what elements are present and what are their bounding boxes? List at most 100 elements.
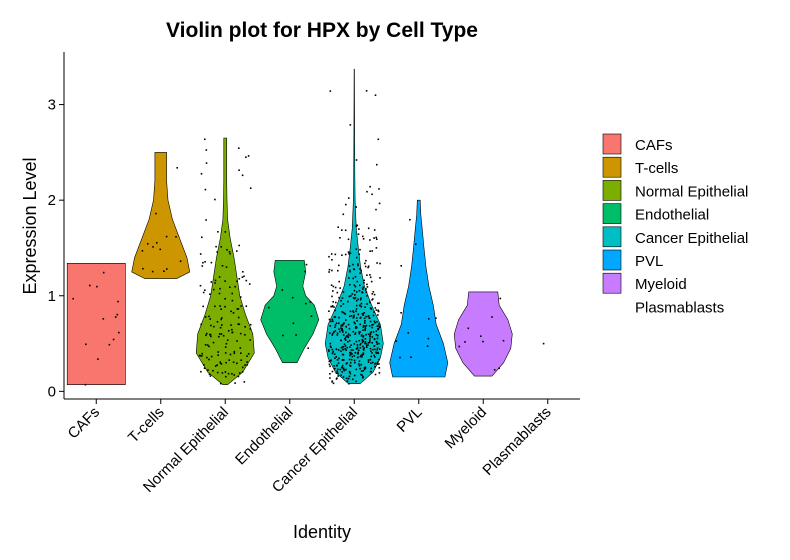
data-point [399, 356, 401, 359]
data-point [373, 237, 375, 239]
data-point [370, 331, 373, 333]
legend-label: CAFs [635, 137, 673, 154]
data-point [378, 358, 380, 361]
data-point [236, 250, 238, 252]
data-point [345, 336, 347, 339]
data-point [373, 345, 375, 347]
data-point [376, 163, 378, 166]
data-point [362, 340, 365, 343]
data-point [334, 316, 337, 318]
data-point [165, 235, 168, 238]
x-tick-label: T-cells [125, 404, 168, 447]
data-point [353, 359, 356, 362]
data-point [353, 268, 356, 271]
data-point [155, 212, 157, 215]
data-point [220, 318, 222, 321]
data-point [369, 185, 371, 188]
data-point [232, 312, 235, 314]
data-point [281, 289, 284, 291]
data-point [159, 248, 161, 251]
data-point [360, 302, 363, 305]
data-point [334, 324, 337, 326]
data-point [208, 345, 210, 348]
data-point [218, 276, 221, 278]
data-point [378, 302, 380, 304]
y-tick-label: 3 [48, 97, 56, 114]
data-point [352, 330, 354, 333]
data-point [364, 322, 366, 324]
data-point [176, 167, 178, 169]
data-point [362, 349, 365, 351]
data-point [375, 352, 378, 355]
data-point [335, 372, 338, 374]
data-point [379, 262, 381, 265]
data-point [347, 238, 350, 241]
data-point [428, 318, 430, 320]
data-point [365, 324, 368, 327]
data-point [342, 311, 345, 314]
legend: CAFs T-cells Normal Epithelial Endothelial C… [602, 133, 748, 316]
data-point [364, 320, 366, 322]
data-point [360, 370, 363, 372]
data-point [205, 149, 208, 151]
data-point [175, 236, 177, 238]
data-point [357, 264, 359, 267]
data-point [232, 361, 235, 363]
data-point [361, 291, 363, 293]
legend-label: Cancer Epithelial [635, 230, 748, 247]
data-point [84, 383, 87, 386]
data-point [352, 277, 354, 280]
data-point [364, 367, 367, 369]
data-point [331, 269, 333, 272]
data-point [376, 343, 378, 345]
data-point [349, 364, 351, 367]
data-point [355, 326, 358, 329]
data-point [335, 322, 338, 324]
data-point [378, 363, 380, 365]
data-point [201, 352, 203, 355]
data-point [332, 320, 334, 323]
data-point [354, 276, 357, 278]
data-point [347, 335, 349, 337]
data-point [374, 363, 376, 365]
data-point [365, 333, 367, 336]
data-point [377, 138, 380, 141]
data-point [375, 208, 377, 211]
data-point [365, 259, 367, 262]
data-point [209, 375, 212, 377]
data-point [212, 369, 214, 372]
data-point [374, 348, 376, 351]
data-point [242, 366, 244, 369]
data-point [345, 331, 347, 334]
data-point [362, 376, 364, 379]
data-point [239, 296, 242, 298]
data-point [354, 361, 356, 364]
data-point [337, 368, 339, 371]
data-point [369, 300, 371, 303]
data-point [342, 346, 345, 348]
y-tick-label: 2 [48, 192, 56, 209]
data-point [353, 343, 356, 345]
data-point [355, 317, 358, 319]
data-point [338, 322, 340, 325]
data-point [375, 309, 378, 311]
data-point [338, 349, 340, 351]
data-point [225, 375, 227, 378]
data-point [359, 355, 362, 358]
data-point [367, 266, 369, 269]
data-point [340, 327, 342, 329]
legend-swatch [602, 133, 622, 155]
data-point [209, 333, 212, 336]
data-point [363, 347, 365, 349]
data-point [337, 372, 339, 374]
data-point [361, 334, 363, 336]
data-point [339, 287, 341, 289]
data-point [341, 325, 344, 327]
data-point [338, 296, 340, 299]
data-point [353, 289, 356, 292]
data-point [200, 370, 202, 373]
data-point [238, 244, 240, 247]
data-point [332, 285, 335, 288]
data-point [369, 338, 371, 340]
data-point [354, 332, 357, 334]
